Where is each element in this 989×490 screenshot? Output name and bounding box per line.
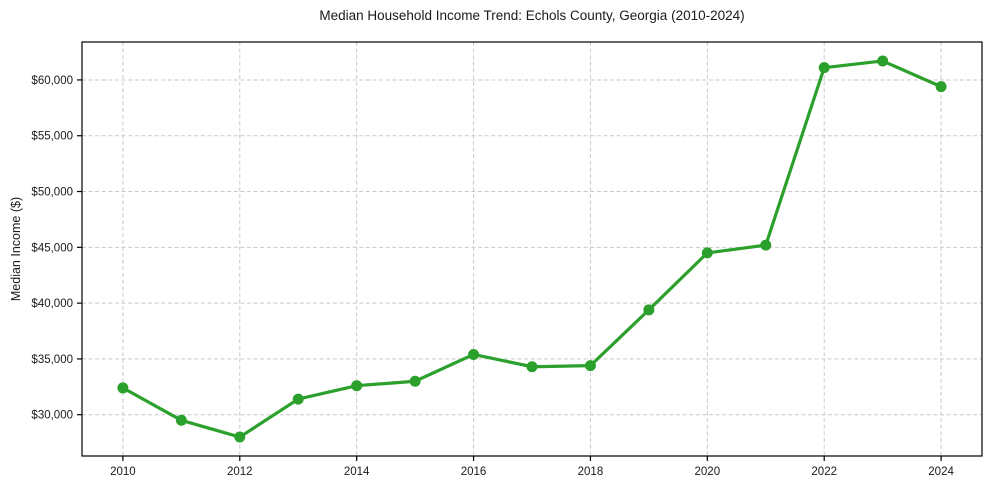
y-tick-label: $45,000 (31, 242, 73, 254)
y-tick-label: $35,000 (31, 354, 73, 366)
data-point (584, 360, 596, 372)
y-tick-label: $50,000 (31, 187, 73, 199)
x-tick-label: 2010 (110, 466, 136, 478)
x-tick-label: 2018 (578, 466, 604, 478)
x-tick-label: 2016 (461, 466, 487, 478)
x-tick-label: 2014 (344, 466, 370, 478)
chart-title: Median Household Income Trend: Echols Co… (319, 8, 745, 23)
data-point (351, 380, 363, 392)
data-point (526, 361, 538, 373)
data-point (234, 431, 246, 443)
y-tick-label: $60,000 (31, 75, 73, 87)
x-tick-label: 2020 (695, 466, 721, 478)
data-point (175, 414, 187, 426)
data-point (877, 55, 889, 67)
data-point (643, 304, 655, 316)
x-tick-label: 2024 (928, 466, 954, 478)
data-point (760, 239, 772, 251)
data-point (701, 247, 713, 259)
data-point (935, 81, 947, 93)
data-point (818, 62, 830, 74)
data-point (292, 393, 304, 405)
x-tick-label: 2022 (811, 466, 837, 478)
y-tick-label: $30,000 (31, 410, 73, 422)
y-tick-label: $40,000 (31, 298, 73, 310)
plot-frame (81, 41, 983, 457)
plot-background (82, 42, 982, 456)
y-tick-label: $55,000 (31, 131, 73, 143)
data-point (117, 382, 129, 394)
data-point (409, 375, 421, 387)
data-point (468, 348, 480, 360)
x-tick-label: 2012 (227, 466, 253, 478)
